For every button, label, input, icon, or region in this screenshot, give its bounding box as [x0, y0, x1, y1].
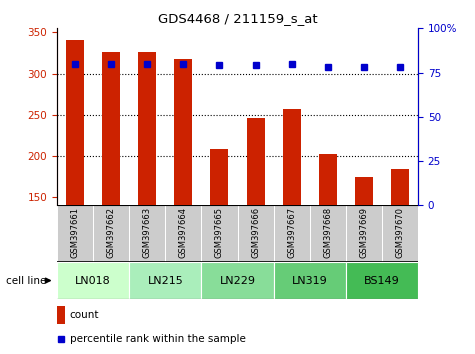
- Bar: [129, 262, 201, 299]
- Text: count: count: [70, 310, 99, 320]
- Bar: [138, 52, 156, 205]
- Bar: [102, 52, 120, 205]
- Text: GSM397664: GSM397664: [179, 207, 188, 258]
- Text: GSM397665: GSM397665: [215, 207, 224, 258]
- Text: GSM397663: GSM397663: [143, 207, 152, 258]
- Bar: [210, 149, 228, 205]
- Text: LN215: LN215: [147, 275, 183, 286]
- Bar: [247, 118, 265, 205]
- Text: GSM397670: GSM397670: [396, 207, 404, 258]
- Bar: [201, 262, 274, 299]
- Bar: [283, 109, 301, 205]
- Bar: [57, 262, 129, 299]
- Text: LN018: LN018: [75, 275, 111, 286]
- Text: GSM397667: GSM397667: [287, 207, 296, 258]
- Bar: [174, 59, 192, 205]
- Text: GSM397662: GSM397662: [107, 207, 115, 258]
- Bar: [66, 40, 84, 205]
- Text: GDS4468 / 211159_s_at: GDS4468 / 211159_s_at: [158, 12, 317, 25]
- Bar: [355, 177, 373, 205]
- Bar: [391, 169, 409, 205]
- Text: cell line: cell line: [6, 275, 46, 286]
- Bar: [165, 205, 201, 262]
- Bar: [238, 205, 274, 262]
- Bar: [319, 154, 337, 205]
- Bar: [346, 205, 382, 262]
- Bar: [93, 205, 129, 262]
- Text: percentile rank within the sample: percentile rank within the sample: [70, 333, 246, 343]
- Bar: [310, 205, 346, 262]
- Bar: [57, 306, 65, 324]
- Text: GSM397666: GSM397666: [251, 207, 260, 258]
- Text: GSM397661: GSM397661: [71, 207, 79, 258]
- Bar: [129, 205, 165, 262]
- Bar: [346, 262, 418, 299]
- Bar: [274, 262, 346, 299]
- Text: LN229: LN229: [219, 275, 256, 286]
- Bar: [201, 205, 238, 262]
- Text: GSM397668: GSM397668: [323, 207, 332, 258]
- Text: GSM397669: GSM397669: [360, 207, 368, 258]
- Bar: [382, 205, 418, 262]
- Text: LN319: LN319: [292, 275, 328, 286]
- Bar: [57, 205, 93, 262]
- Bar: [274, 205, 310, 262]
- Text: BS149: BS149: [364, 275, 400, 286]
